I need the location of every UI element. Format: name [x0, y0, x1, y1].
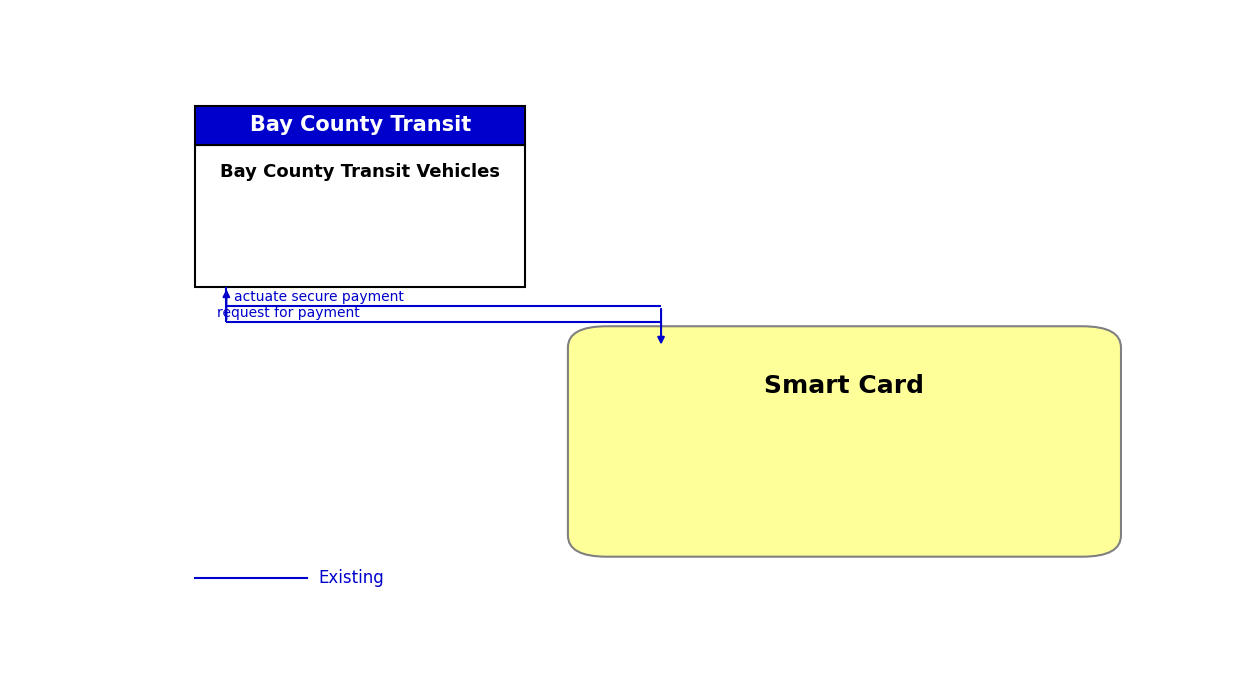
- Text: request for payment: request for payment: [217, 306, 359, 320]
- Text: actuate secure payment: actuate secure payment: [234, 290, 404, 304]
- FancyBboxPatch shape: [195, 107, 525, 144]
- Text: Existing: Existing: [318, 569, 384, 587]
- FancyBboxPatch shape: [568, 326, 1121, 557]
- Text: Bay County Transit: Bay County Transit: [249, 116, 471, 136]
- Text: Bay County Transit Vehicles: Bay County Transit Vehicles: [220, 163, 501, 181]
- FancyBboxPatch shape: [195, 144, 525, 286]
- Text: Smart Card: Smart Card: [765, 374, 924, 398]
